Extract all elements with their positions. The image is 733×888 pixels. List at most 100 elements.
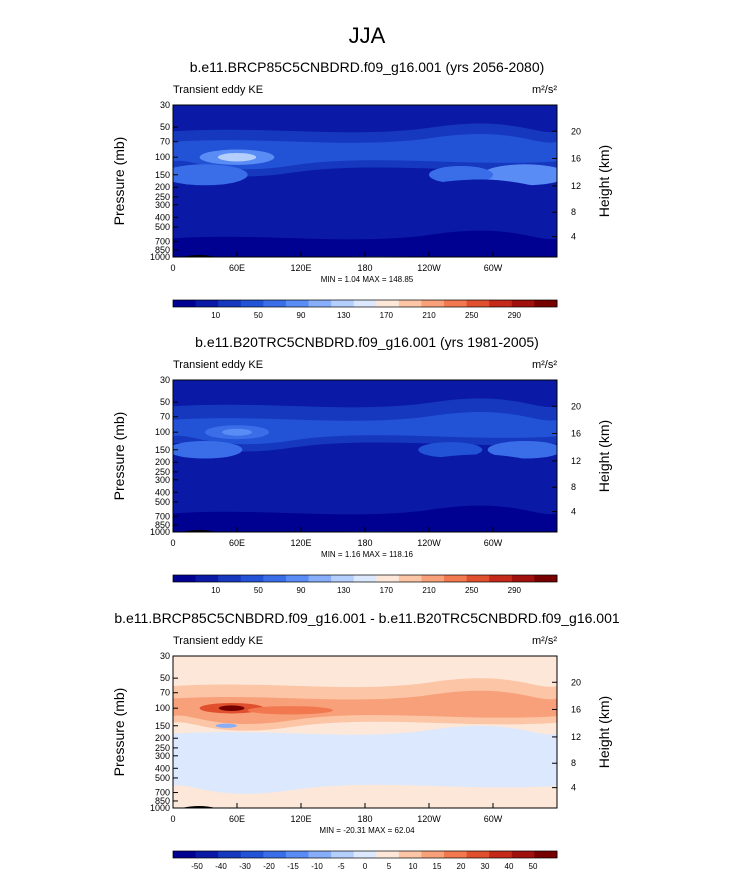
y2-tick-label: 8 <box>571 207 576 217</box>
colorbar-swatch <box>421 851 445 858</box>
panel-field-label: Transient eddy KE <box>173 84 263 96</box>
y-tick-label: 500 <box>155 222 170 232</box>
colorbar-label: 20 <box>457 862 466 871</box>
colorbar-label: -10 <box>311 862 323 871</box>
colorbar-swatch <box>308 300 332 307</box>
colorbar-swatch <box>444 300 468 307</box>
colorbar-swatch <box>173 851 197 858</box>
contour-blob <box>247 706 333 715</box>
colorbar-frame <box>172 850 558 859</box>
y-tick-label: 150 <box>155 170 170 180</box>
colorbar-swatch <box>263 851 287 858</box>
colorbar-swatch <box>218 300 242 307</box>
colorbar-swatch <box>353 851 377 858</box>
colorbar-label: 5 <box>387 862 392 871</box>
y2-tick-label: 4 <box>571 507 576 517</box>
y-tick-label: 250 <box>155 743 170 753</box>
x-tick-label: 60E <box>229 538 245 548</box>
colorbar-swatch <box>489 300 513 307</box>
y-axis-label: Pressure (mb) <box>111 137 127 226</box>
colorbar-swatch <box>511 300 535 307</box>
contour-blob <box>429 166 493 184</box>
colorbar-label: 290 <box>508 586 522 595</box>
y2-axis-label: Height (km) <box>596 696 612 768</box>
x-tick-label: 120W <box>417 263 441 273</box>
contour-blob <box>487 441 557 459</box>
colorbar-label: -5 <box>337 862 345 871</box>
x-tick-label: 120E <box>290 538 311 548</box>
colorbar-label: 170 <box>380 586 394 595</box>
colorbar-swatch <box>263 575 287 582</box>
y2-tick-label: 16 <box>571 428 581 438</box>
y-tick-label: 50 <box>160 673 170 683</box>
y-tick-label: 250 <box>155 192 170 202</box>
x-tick-label: 60E <box>229 814 245 824</box>
colorbar-swatch <box>376 575 400 582</box>
y-tick-label: 400 <box>155 212 170 222</box>
y-tick-label: 300 <box>155 475 170 485</box>
colorbar-frame <box>172 574 558 583</box>
colorbar-swatch <box>511 851 535 858</box>
colorbar-swatch <box>173 300 197 307</box>
colorbar-swatch <box>308 851 332 858</box>
colorbar-swatch <box>195 851 219 858</box>
y-tick-label: 400 <box>155 763 170 773</box>
x-tick-label: 60W <box>484 263 503 273</box>
figure-title: JJA <box>349 23 386 48</box>
min-max-stats: MIN = 1.04 MAX = 148.85 <box>321 275 414 284</box>
colorbar-swatch <box>444 575 468 582</box>
colorbar-label: -50 <box>191 862 203 871</box>
colorbar-swatch <box>398 575 422 582</box>
x-tick-label: 120W <box>417 538 441 548</box>
y-tick-label: 100 <box>155 152 170 162</box>
colorbar-swatch <box>466 575 490 582</box>
colorbar-label: -30 <box>239 862 251 871</box>
contour-blob <box>222 428 252 436</box>
y-tick-label: 850 <box>155 245 170 255</box>
colorbar-swatch <box>218 575 242 582</box>
y-tick-label: 200 <box>155 733 170 743</box>
panel-title: b.e11.BRCP85C5CNBDRD.f09_g16.001 - b.e11… <box>114 610 620 626</box>
min-max-stats: MIN = 1.16 MAX = 118.16 <box>321 550 413 559</box>
colorbar-label: 0 <box>363 862 368 871</box>
colorbar-swatch <box>398 851 422 858</box>
colorbar-label: 15 <box>433 862 442 871</box>
contour-band <box>173 690 557 724</box>
colorbar-label: 130 <box>337 311 351 320</box>
y2-tick-label: 20 <box>571 677 581 687</box>
y2-tick-label: 8 <box>571 758 576 768</box>
y-tick-label: 30 <box>160 375 170 385</box>
y2-tick-label: 4 <box>571 783 576 793</box>
panel-field-label: Transient eddy KE <box>173 635 263 647</box>
colorbar: 10 50 90 130 170 210 250 290 <box>172 299 558 320</box>
y-tick-label: 700 <box>155 512 170 522</box>
panel-units: m²/s² <box>532 359 557 371</box>
y2-tick-label: 12 <box>571 456 581 466</box>
min-max-stats: MIN = -20.31 MAX = 62.04 <box>319 826 415 835</box>
colorbar-frame <box>172 299 558 308</box>
y-tick-label: 50 <box>160 122 170 132</box>
x-tick-label: 180 <box>357 263 372 273</box>
colorbar-label: 290 <box>508 311 522 320</box>
colorbar-swatch <box>534 575 558 582</box>
colorbar-swatch <box>218 851 242 858</box>
x-tick-label: 0 <box>170 814 175 824</box>
y2-tick-label: 20 <box>571 401 581 411</box>
contour-blob <box>173 164 248 186</box>
y-tick-label: 50 <box>160 397 170 407</box>
colorbar-swatch <box>466 851 490 858</box>
y-axis-label: Pressure (mb) <box>111 688 127 777</box>
colorbar-label: 250 <box>465 586 479 595</box>
y-tick-label: 150 <box>155 445 170 455</box>
y-tick-label: 150 <box>155 721 170 731</box>
x-tick-label: 180 <box>357 538 372 548</box>
y-tick-label: 850 <box>155 796 170 806</box>
colorbar-swatch <box>195 300 219 307</box>
contour-blob <box>217 152 257 162</box>
panel-title: b.e11.BRCP85C5CNBDRD.f09_g16.001 (yrs 20… <box>190 59 545 75</box>
y-tick-label: 100 <box>155 427 170 437</box>
chart-panel-3: b.e11.BRCP85C5CNBDRD.f09_g16.001 - b.e11… <box>111 610 620 871</box>
colorbar-label: 50 <box>529 862 538 871</box>
y-tick-label: 70 <box>160 412 170 422</box>
